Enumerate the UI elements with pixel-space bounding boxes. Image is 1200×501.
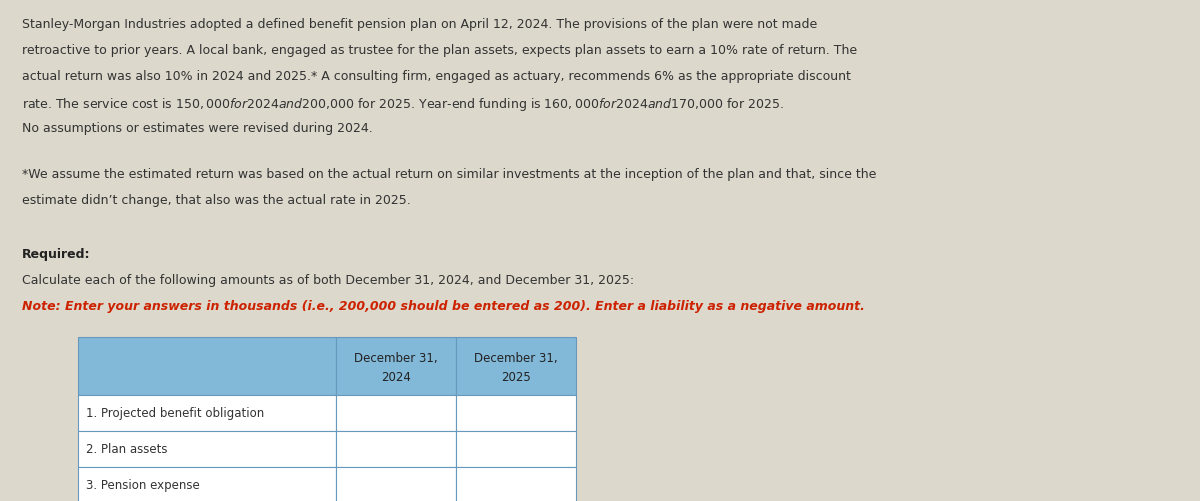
Text: December 31,: December 31, [354,351,438,364]
Text: *We assume the estimated return was based on the actual return on similar invest: *We assume the estimated return was base… [22,168,876,181]
Text: Required:: Required: [22,247,90,261]
Bar [336,467,456,501]
Bar [456,337,576,395]
Text: estimate didn’t change, that also was the actual rate in 2025.: estimate didn’t change, that also was th… [22,194,410,207]
Text: No assumptions or estimates were revised during 2024.: No assumptions or estimates were revised… [22,122,372,135]
Bar [78,395,336,431]
Text: Calculate each of the following amounts as of both December 31, 2024, and Decemb: Calculate each of the following amounts … [22,274,634,287]
Text: 3. Pension expense: 3. Pension expense [86,478,200,491]
Bar [456,431,576,467]
Bar [336,395,456,431]
Text: Stanley-Morgan Industries adopted a defined benefit pension plan on April 12, 20: Stanley-Morgan Industries adopted a defi… [22,18,817,31]
Text: 1. Projected benefit obligation: 1. Projected benefit obligation [86,406,265,419]
Bar [78,431,336,467]
Text: December 31,: December 31, [474,351,558,364]
Bar [336,337,456,395]
Text: 2. Plan assets: 2. Plan assets [86,442,168,455]
Text: actual return was also 10% in 2024 and 2025.* A consulting firm, engaged as actu: actual return was also 10% in 2024 and 2… [22,70,851,83]
Text: 2024: 2024 [382,370,410,383]
Bar [456,467,576,501]
Text: rate. The service cost is $150,000 for 2024 and $200,000 for 2025. Year-end fund: rate. The service cost is $150,000 for 2… [22,96,784,113]
Bar [78,467,336,501]
Text: retroactive to prior years. A local bank, engaged as trustee for the plan assets: retroactive to prior years. A local bank… [22,44,857,57]
Text: Note: Enter your answers in thousands (i.e., 200,000 should be entered as 200). : Note: Enter your answers in thousands (i… [22,300,864,313]
Bar [336,431,456,467]
Text: 2025: 2025 [502,370,530,383]
Bar [78,337,336,395]
Bar [456,395,576,431]
